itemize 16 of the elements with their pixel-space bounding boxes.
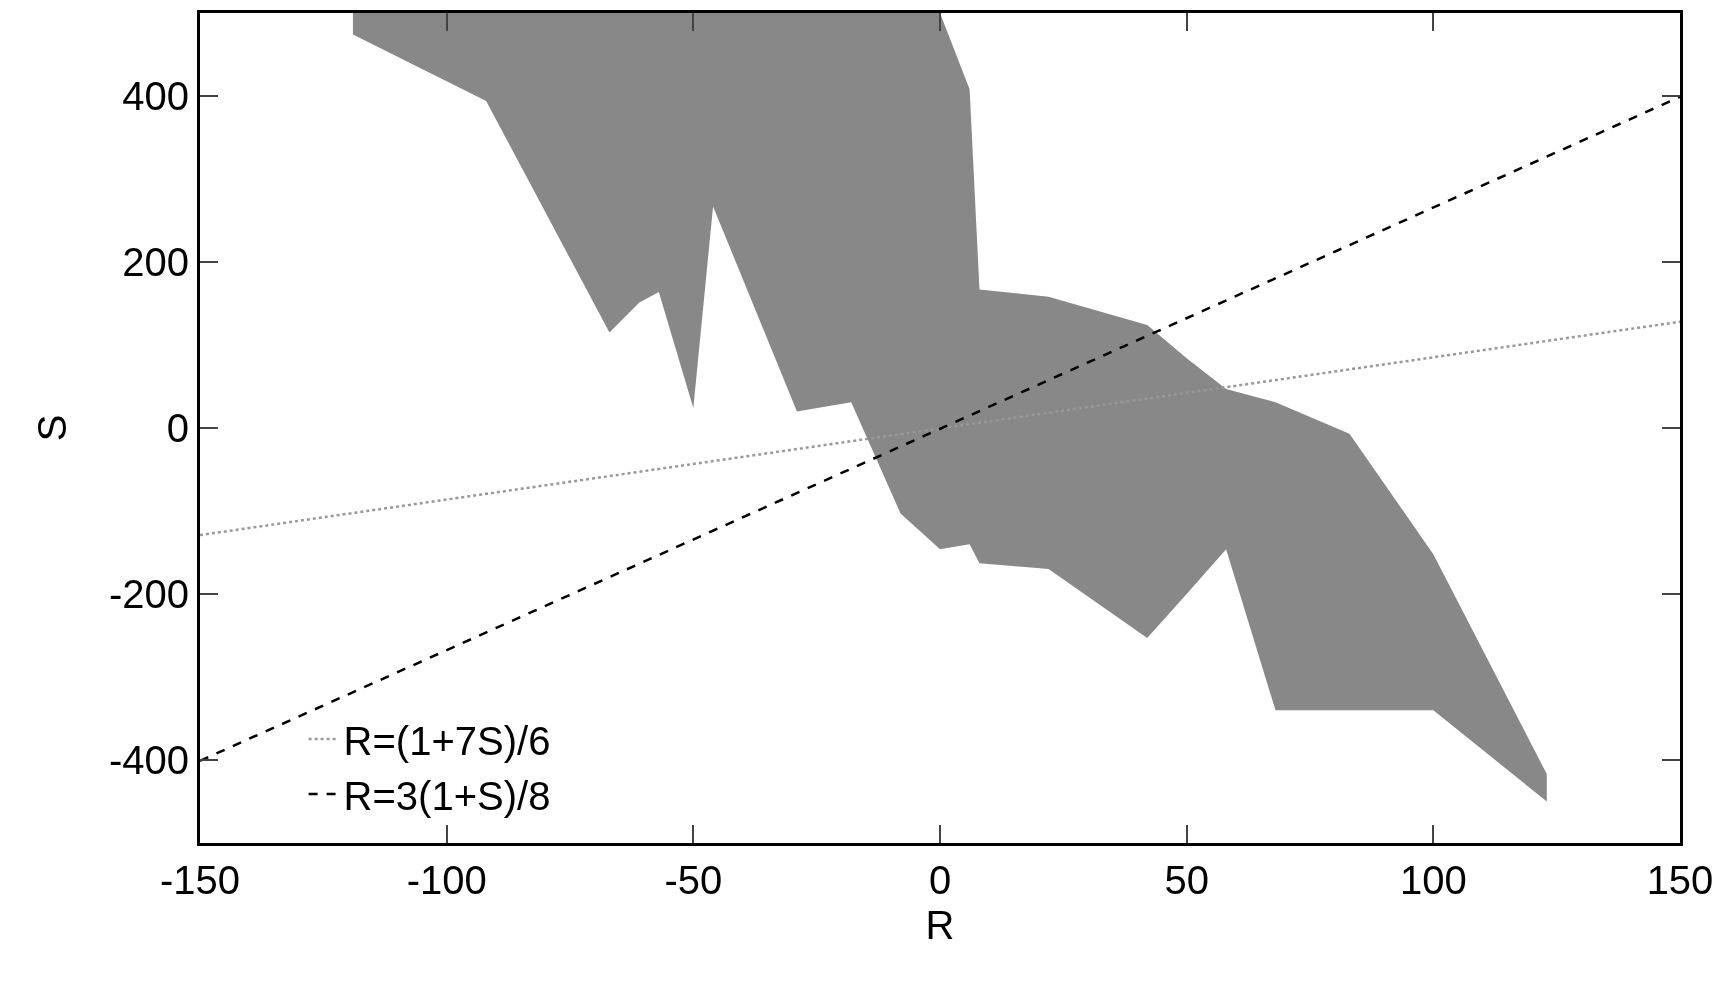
y-tick-label: 400 <box>122 74 189 118</box>
y-tick-label: -200 <box>108 572 189 616</box>
x-tick-label: 150 <box>1646 858 1714 902</box>
x-axis-title: R <box>925 902 955 947</box>
x-tick-label: 100 <box>1399 858 1467 902</box>
y-tick-label: 0 <box>166 406 189 450</box>
y-axis-title: S <box>30 414 75 442</box>
legend-label: R=3(1+S)/8 <box>343 773 551 818</box>
x-tick-label: 50 <box>1164 858 1209 902</box>
x-tick-label: -50 <box>664 858 723 902</box>
x-tick-label: -100 <box>406 858 487 902</box>
x-tick-label: -150 <box>159 858 241 902</box>
y-tick-label: -400 <box>108 738 189 782</box>
x-tick-label: 0 <box>928 858 952 902</box>
y-tick-label: 200 <box>122 240 189 284</box>
legend-label: R=(1+7S)/6 <box>343 718 551 763</box>
